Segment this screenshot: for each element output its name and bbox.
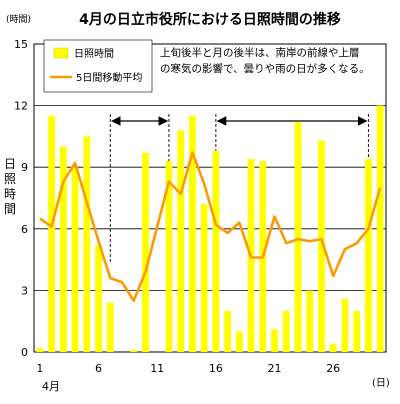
bar [318,140,325,352]
annotation-line: の寒気の影響で、曇りや雨の日が多くなる。 [160,62,370,75]
legend-bar-swatch [53,47,69,59]
bar [95,245,102,352]
bar [235,331,243,352]
bar [36,347,44,352]
bar [165,161,173,352]
month-label: 4月 [42,380,60,393]
moving-average-line [39,151,382,303]
x-tick-labels: 1 6 11 16 21 26 [36,362,340,375]
x-tick-label: 16 [209,362,223,375]
legend-label-bars: 日照時間 [74,48,114,60]
x-unit-label: (日) [372,378,390,389]
bar [364,158,372,352]
x-tick-label: 11 [150,362,164,375]
bar [294,122,302,352]
y-unit-label: (時間) [6,14,31,25]
y-tick-label: 6 [21,223,28,236]
bar [376,105,384,352]
line-series [39,151,382,303]
bar [212,150,220,352]
bar [142,152,149,352]
legend: 日照時間 5日間移動平均 [43,39,153,93]
period-markers [109,114,369,262]
bar [48,115,56,352]
y-tick-label: 12 [14,100,28,113]
x-tick-label: 21 [268,362,282,375]
y-tick-label: 0 [21,346,28,359]
bar [188,115,196,352]
plot-frame [33,43,387,353]
bar [341,298,349,352]
x-tick-label: 26 [326,362,340,375]
bar [83,136,91,352]
bar [353,310,361,352]
bar [271,329,278,352]
y-tick-label: 15 [14,38,28,51]
bar [200,204,208,352]
bar [59,146,67,352]
x-tick-label: 6 [95,362,102,375]
plot-area-border [33,43,387,353]
bar [177,130,185,352]
bar [329,343,337,352]
bar [106,302,114,352]
legend-label-line: 5日間移動平均 [76,71,142,84]
chart-title: 4月の日立市役所における日照時間の推移 [79,11,341,28]
annotation-line: 上旬後半と月の後半は、南岸の前線や上層 [160,46,360,59]
gridlines [34,105,386,291]
bar [130,349,138,352]
bar [306,290,314,352]
bar [71,167,79,352]
bar [224,310,232,352]
y-tick-label: 9 [21,161,28,174]
y-tick-labels: 0 3 6 9 12 15 [14,38,28,359]
y-axis-label: 日照時間 [4,157,16,216]
x-tick-label: 1 [36,362,43,375]
bar [282,310,290,352]
y-tick-label: 3 [21,284,28,297]
